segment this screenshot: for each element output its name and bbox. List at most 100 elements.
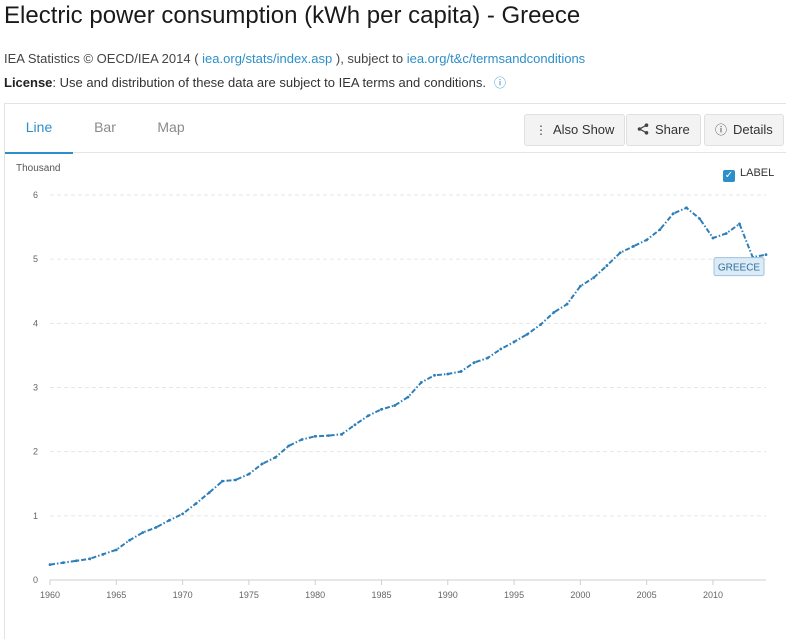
data-point bbox=[393, 404, 397, 407]
x-tick-label: 1965 bbox=[106, 590, 126, 600]
data-point bbox=[446, 372, 450, 376]
data-point bbox=[128, 538, 131, 542]
data-point bbox=[552, 311, 556, 314]
info-icon[interactable]: ⓘ bbox=[494, 76, 507, 90]
x-tick-label: 2010 bbox=[703, 590, 723, 600]
data-point bbox=[380, 407, 383, 411]
series-label-greece: GREECE bbox=[718, 263, 761, 274]
series-line-greece bbox=[49, 206, 767, 566]
also-show-label: Also Show bbox=[553, 122, 615, 137]
data-point bbox=[48, 563, 52, 566]
data-point bbox=[459, 370, 463, 373]
data-point bbox=[578, 284, 582, 288]
data-point bbox=[419, 380, 423, 384]
checkbox-checked-icon[interactable]: ✓ bbox=[723, 170, 735, 182]
x-tick-label: 2005 bbox=[637, 590, 657, 600]
data-point bbox=[353, 423, 357, 427]
data-point bbox=[260, 462, 264, 466]
data-point bbox=[114, 548, 118, 552]
tab-map[interactable]: Map bbox=[157, 119, 185, 135]
license-text: : Use and distribution of these data are… bbox=[52, 75, 487, 90]
x-tick-label: 1960 bbox=[40, 590, 60, 600]
details-button[interactable]: ⓘ Details bbox=[704, 114, 784, 146]
data-point bbox=[141, 531, 145, 534]
details-label: Details bbox=[733, 122, 773, 137]
page-title: Electric power consumption (kWh per capi… bbox=[4, 2, 581, 29]
data-point bbox=[220, 479, 224, 483]
y-axis-label: Thousand bbox=[16, 163, 60, 174]
data-point bbox=[274, 456, 277, 459]
tab-bar[interactable]: Bar bbox=[94, 119, 116, 135]
share-icon bbox=[637, 115, 649, 145]
data-point bbox=[101, 552, 105, 556]
data-point bbox=[340, 432, 344, 436]
data-point bbox=[592, 276, 596, 280]
data-point bbox=[486, 356, 489, 360]
license-label: License bbox=[4, 75, 53, 90]
x-tick-label: 1975 bbox=[239, 590, 259, 600]
y-tick-label: 1 bbox=[33, 511, 38, 521]
data-point bbox=[366, 414, 370, 418]
data-point bbox=[181, 512, 184, 516]
data-point bbox=[671, 212, 675, 216]
source-line: IEA Statistics © OECD/IEA 2014 ( iea.org… bbox=[4, 51, 585, 66]
y-tick-label: 4 bbox=[33, 318, 38, 328]
data-point bbox=[685, 206, 688, 210]
data-point bbox=[327, 434, 330, 438]
license-line: License: Use and distribution of these d… bbox=[4, 74, 506, 91]
more-vertical-icon: ⋮ bbox=[535, 123, 547, 137]
share-button[interactable]: Share bbox=[626, 114, 701, 146]
x-tick-label: 1970 bbox=[173, 590, 193, 600]
source-link[interactable]: iea.org/stats/index.asp bbox=[202, 51, 333, 66]
info-circle-icon: ⓘ bbox=[715, 123, 728, 137]
data-point bbox=[525, 332, 529, 336]
label-toggle-text: LABEL bbox=[740, 167, 775, 179]
data-point bbox=[313, 434, 317, 438]
x-tick-label: 1980 bbox=[305, 590, 325, 600]
chart-panel: Line Bar Map ⋮ Also Show Share ⓘ Details bbox=[4, 103, 786, 639]
data-point bbox=[207, 491, 211, 495]
data-point bbox=[565, 302, 569, 306]
data-point bbox=[234, 478, 238, 482]
data-point bbox=[433, 373, 436, 377]
also-show-button[interactable]: ⋮ Also Show bbox=[524, 114, 626, 146]
x-tick-label: 2000 bbox=[570, 590, 590, 600]
data-point bbox=[406, 395, 410, 399]
series-label-box bbox=[713, 257, 765, 277]
share-label: Share bbox=[655, 122, 690, 137]
y-tick-label: 0 bbox=[33, 575, 38, 585]
tab-line[interactable]: Line bbox=[5, 104, 73, 154]
data-point bbox=[300, 438, 304, 441]
terms-link[interactable]: iea.org/t&c/termsandconditions bbox=[406, 51, 586, 66]
data-point bbox=[764, 253, 768, 257]
label-toggle[interactable]: ✓ LABEL bbox=[723, 167, 774, 182]
data-point bbox=[605, 264, 609, 267]
data-point bbox=[738, 222, 741, 226]
data-point bbox=[75, 559, 78, 563]
data-point bbox=[287, 444, 291, 448]
view-tabs: Line Bar Map ⋮ Also Show Share ⓘ Details bbox=[5, 104, 786, 154]
data-point bbox=[194, 502, 198, 506]
y-tick-label: 6 bbox=[33, 190, 38, 200]
data-point bbox=[512, 340, 516, 344]
x-tick-label: 1985 bbox=[371, 590, 391, 600]
x-tick-label: 1990 bbox=[438, 590, 458, 600]
source-prefix: IEA Statistics © OECD/IEA 2014 ( bbox=[4, 51, 199, 66]
data-point bbox=[61, 561, 65, 565]
source-mid: ), subject to bbox=[335, 51, 404, 66]
data-point bbox=[698, 217, 702, 221]
y-tick-label: 5 bbox=[33, 254, 38, 264]
x-tick-label: 1995 bbox=[504, 590, 524, 600]
data-point bbox=[658, 228, 662, 232]
data-point bbox=[472, 361, 476, 364]
data-point bbox=[539, 323, 542, 327]
data-point bbox=[645, 238, 649, 242]
data-point bbox=[88, 557, 92, 561]
y-tick-label: 3 bbox=[33, 383, 38, 393]
data-point bbox=[167, 518, 171, 522]
data-point bbox=[711, 236, 715, 240]
data-point bbox=[618, 251, 622, 255]
data-point bbox=[499, 347, 503, 351]
data-point bbox=[247, 472, 251, 476]
